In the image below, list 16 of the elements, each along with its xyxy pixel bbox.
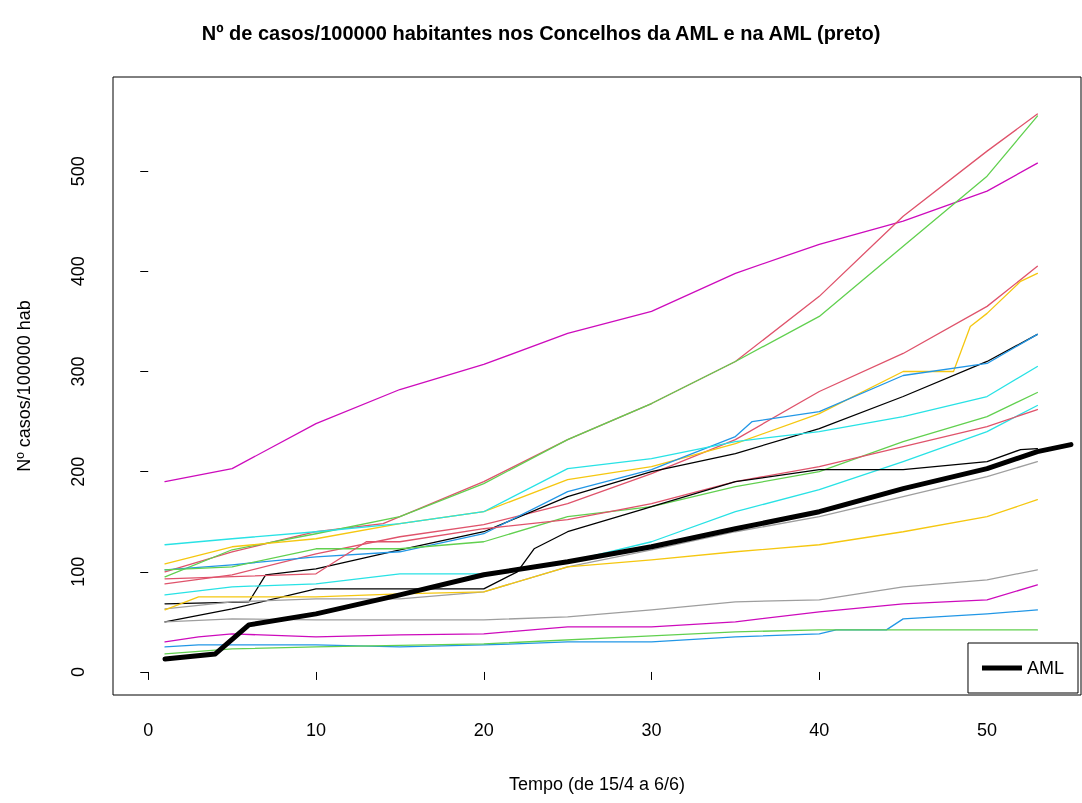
x-tick-label: 10 — [305, 720, 327, 740]
y-tick-label: 0 — [68, 666, 88, 677]
x-tick-label: 30 — [641, 720, 662, 740]
y-tick-label: 400 — [68, 256, 88, 287]
x-tick-label: 50 — [977, 720, 998, 740]
chart-title: Nº de casos/100000 habitantes nos Concelhos da AML e na AML (preto) — [201, 22, 881, 44]
y-tick-label: 500 — [68, 156, 88, 187]
x-tick-label: 0 — [143, 720, 154, 740]
x-tick-label: 20 — [473, 720, 494, 740]
y-tick-label: 200 — [68, 456, 88, 487]
legend-label: AML — [1026, 658, 1064, 678]
x-tick-label: 40 — [809, 720, 830, 740]
y-axis-title: Nº casos/100000 hab — [14, 300, 34, 472]
y-tick-label: 300 — [68, 356, 88, 387]
x-axis-title: Tempo (de 15/4 a 6/6) — [508, 774, 686, 794]
y-tick-label: 100 — [68, 556, 88, 587]
